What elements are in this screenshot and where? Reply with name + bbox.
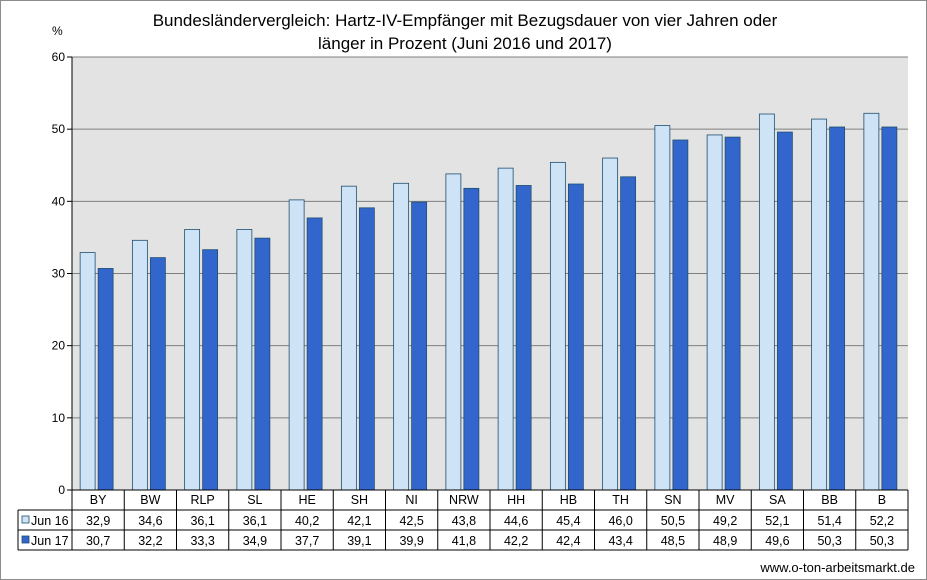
bar-jun-16-sa xyxy=(758,113,775,491)
data-label: 43,8 xyxy=(452,514,476,528)
data-label: 39,1 xyxy=(347,534,371,548)
x-tick-label: B xyxy=(878,493,886,507)
x-tick-label: SN xyxy=(664,493,681,507)
bar-jun-17-sa xyxy=(776,131,793,491)
data-label: 30,7 xyxy=(86,534,110,548)
bar-jun-17-th xyxy=(620,176,637,491)
data-label: 50,3 xyxy=(817,534,841,548)
bar-jun-16-nrw xyxy=(445,173,462,491)
data-label: 48,9 xyxy=(713,534,737,548)
x-tick-label: RLP xyxy=(190,493,214,507)
x-tick-label: NI xyxy=(405,493,418,507)
data-label: 39,9 xyxy=(399,534,423,548)
data-label: 49,2 xyxy=(713,514,737,528)
data-label: 46,0 xyxy=(608,514,632,528)
x-tick-label: BY xyxy=(90,493,107,507)
data-label: 34,9 xyxy=(243,534,267,548)
bar-jun-16-mv xyxy=(706,134,723,491)
bar-jun-17-hh xyxy=(515,185,532,491)
bar-jun-16-ni xyxy=(393,182,410,491)
bar-jun-17-sl xyxy=(254,237,271,491)
bar-jun-17-hb xyxy=(567,183,584,491)
data-label: 36,1 xyxy=(243,514,267,528)
data-label: 42,5 xyxy=(399,514,423,528)
bar-jun-17-b xyxy=(881,126,898,491)
chart-title-line-1: Bundesländervergleich: Hartz-IV-Empfänge… xyxy=(152,11,778,30)
x-tick-label: SH xyxy=(351,493,368,507)
y-tick-label: 20 xyxy=(52,339,66,353)
data-label: 33,3 xyxy=(190,534,214,548)
legend-label-jun-17: Jun 17 xyxy=(31,534,69,548)
y-axis-unit-label: % xyxy=(52,24,63,38)
data-label: 32,2 xyxy=(138,534,162,548)
data-label: 43,4 xyxy=(608,534,632,548)
data-label: 52,1 xyxy=(765,514,789,528)
bar-jun-17-sn xyxy=(672,139,689,491)
x-tick-label: SA xyxy=(769,493,786,507)
x-tick-label: BW xyxy=(140,493,160,507)
legend-label-jun-16: Jun 16 xyxy=(31,514,69,528)
bar-jun-16-hb xyxy=(549,161,566,491)
bar-jun-16-th xyxy=(602,157,619,491)
bar-jun-16-sn xyxy=(654,125,671,491)
bar-jun-16-he xyxy=(288,199,305,491)
bar-jun-16-bb xyxy=(811,118,828,491)
data-label: 42,4 xyxy=(556,534,580,548)
y-tick-label: 0 xyxy=(58,483,65,497)
y-tick-label: 30 xyxy=(52,267,66,281)
data-label: 41,8 xyxy=(452,534,476,548)
data-label: 50,5 xyxy=(661,514,685,528)
data-label: 36,1 xyxy=(190,514,214,528)
y-tick-label: 40 xyxy=(52,194,66,208)
data-label: 34,6 xyxy=(138,514,162,528)
y-tick-label: 10 xyxy=(52,411,66,425)
data-label: 37,7 xyxy=(295,534,319,548)
x-tick-label: BB xyxy=(821,493,838,507)
data-label: 50,3 xyxy=(870,534,894,548)
bar-jun-16-bw xyxy=(131,239,148,491)
y-tick-label: 60 xyxy=(52,50,66,64)
bar-jun-16-b xyxy=(863,112,880,491)
source-footer: www.o-ton-arbeitsmarkt.de xyxy=(760,560,915,575)
bar-jun-17-he xyxy=(306,217,323,491)
bar-jun-17-mv xyxy=(724,136,741,491)
bar-jun-17-bw xyxy=(149,257,166,491)
data-label: 45,4 xyxy=(556,514,580,528)
data-label: 32,9 xyxy=(86,514,110,528)
bar-jun-16-by xyxy=(79,252,96,491)
bar-jun-17-ni xyxy=(411,201,428,491)
data-label: 51,4 xyxy=(817,514,841,528)
x-tick-label: NRW xyxy=(449,493,479,507)
bar-jun-17-nrw xyxy=(463,187,480,491)
data-label: 44,6 xyxy=(504,514,528,528)
chart-title: Bundesländervergleich: Hartz-IV-Empfänge… xyxy=(60,9,870,55)
x-tick-label: MV xyxy=(716,493,735,507)
data-label: 42,2 xyxy=(504,534,528,548)
data-label: 42,1 xyxy=(347,514,371,528)
y-tick-label: 50 xyxy=(52,122,66,136)
bar-jun-17-sh xyxy=(358,207,375,491)
legend-swatch-jun-17 xyxy=(21,535,30,544)
chart-title-line-2: länger in Prozent (Juni 2016 und 2017) xyxy=(318,34,612,53)
bar-jun-16-rlp xyxy=(184,229,201,491)
legend-swatch-jun-16 xyxy=(21,515,30,524)
bar-jun-16-sl xyxy=(236,229,253,491)
data-label: 40,2 xyxy=(295,514,319,528)
x-tick-label: TH xyxy=(612,493,629,507)
x-tick-label: HE xyxy=(298,493,315,507)
bar-jun-17-rlp xyxy=(202,249,219,491)
x-tick-label: HH xyxy=(507,493,525,507)
data-label: 49,6 xyxy=(765,534,789,548)
bar-jun-17-by xyxy=(97,268,114,491)
data-label: 48,5 xyxy=(661,534,685,548)
bar-jun-16-sh xyxy=(340,185,357,491)
data-label: 52,2 xyxy=(870,514,894,528)
x-tick-label: SL xyxy=(247,493,262,507)
x-tick-label: HB xyxy=(560,493,577,507)
bar-jun-16-hh xyxy=(497,167,514,491)
bar-jun-17-bb xyxy=(829,126,846,491)
